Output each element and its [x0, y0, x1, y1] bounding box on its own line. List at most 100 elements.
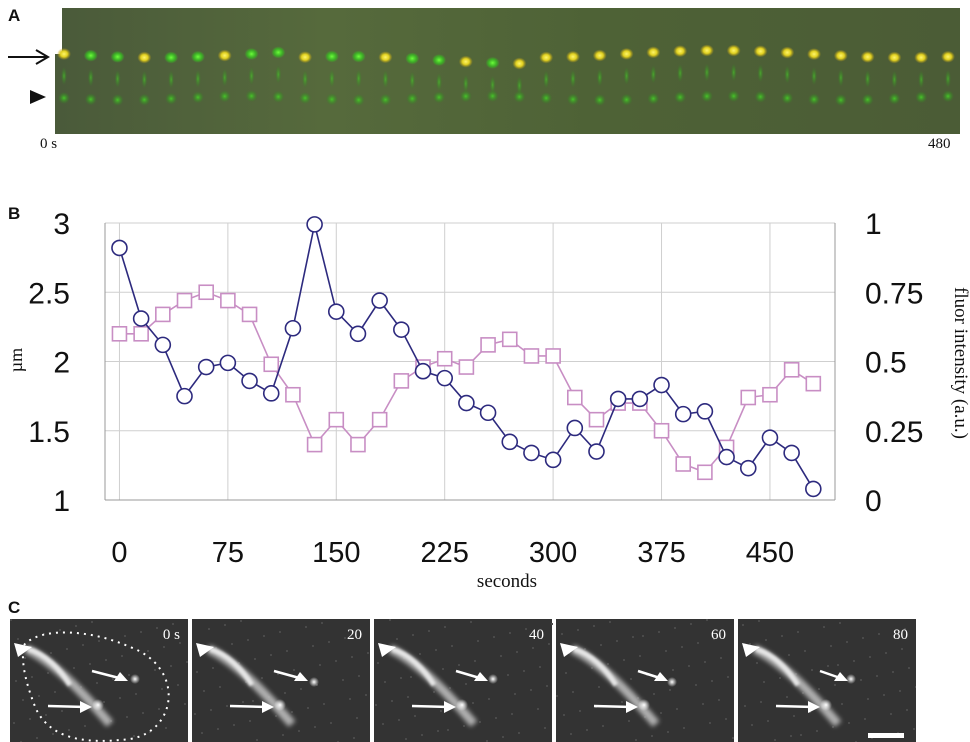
frame-timestamp: 20	[347, 627, 362, 643]
square-point	[220, 292, 236, 309]
circle-point	[674, 405, 692, 423]
kymograph-top-spot	[351, 50, 366, 63]
kymograph-streak	[703, 63, 710, 82]
kymograph-bottom-spot	[834, 93, 847, 106]
square-point	[653, 422, 670, 439]
square-point	[306, 436, 323, 453]
kymograph-top-spot	[244, 47, 259, 60]
kymograph-top-spot	[512, 57, 527, 70]
x-tick-label: 375	[637, 537, 685, 569]
kymograph-streak	[61, 67, 67, 85]
circle-point	[262, 385, 280, 402]
kymograph-streak	[489, 75, 496, 94]
kymograph-bottom-spot	[379, 93, 392, 106]
arrow-icon	[229, 704, 269, 709]
circle-point	[111, 239, 128, 257]
square-point	[198, 284, 214, 301]
x-tick-label: 75	[212, 537, 244, 569]
circle-point	[761, 429, 779, 446]
panel-c-letter: C	[8, 598, 21, 617]
kymograph-streak	[328, 69, 335, 88]
kymograph-bottom-spot	[915, 91, 928, 104]
kymograph-bottom-spot	[245, 90, 258, 103]
y-left-tick-label: 1.5	[28, 416, 70, 449]
kymograph-bottom-spot	[218, 90, 231, 103]
x-tick-label: 225	[421, 537, 469, 569]
square-point	[263, 356, 280, 373]
square-point	[436, 350, 453, 367]
kymograph-streak	[730, 63, 737, 82]
circle-point	[739, 459, 757, 477]
square-point	[675, 456, 692, 472]
square-point	[480, 337, 496, 353]
panel-a-letter: A	[8, 6, 21, 25]
kymograph-top-spot	[405, 52, 420, 65]
kymograph-streak	[302, 70, 309, 89]
circle-point	[219, 354, 237, 372]
circle-point	[566, 419, 584, 437]
kymograph-bottom-spot	[674, 91, 687, 104]
kymograph-top-spot	[619, 47, 634, 60]
square-series-line	[119, 291, 814, 474]
kymograph-bottom-spot	[84, 93, 97, 106]
circle-point	[479, 404, 497, 422]
circle-point	[609, 390, 627, 408]
kymograph-streak	[409, 71, 416, 90]
circle-point	[436, 369, 454, 387]
circle-point	[132, 310, 150, 327]
micrograph-frame: 20	[192, 619, 370, 742]
y-right-tick-label: 1	[865, 208, 882, 241]
circle-point	[371, 292, 388, 309]
circle-point	[154, 336, 172, 354]
kymograph-top-spot	[833, 49, 848, 62]
kymograph-streak	[811, 67, 818, 86]
square-point	[176, 292, 193, 309]
kymograph-bottom-spot	[593, 93, 606, 106]
kymograph-top-spot	[699, 44, 714, 57]
square-point	[697, 464, 713, 481]
frame-timestamp: 40	[529, 627, 544, 643]
kymograph-streak	[918, 70, 925, 89]
kymograph-bottom-spot	[700, 90, 713, 103]
square-point	[545, 348, 561, 364]
kymograph-time-end: 480	[928, 136, 951, 152]
kymograph-bottom-spot	[513, 90, 526, 103]
kymograph-streak	[757, 64, 764, 83]
kymograph-streak	[141, 70, 148, 89]
square-point	[111, 326, 128, 342]
kymograph-top-spot	[941, 50, 955, 63]
kymograph-top-spot	[753, 45, 768, 58]
x-axis-label: seconds	[477, 571, 537, 590]
circle-point	[327, 303, 345, 320]
kymograph-bottom-spot	[647, 92, 660, 105]
circle-point	[349, 325, 367, 343]
kymograph-streak	[248, 66, 255, 85]
kymograph-time-start: 0 s	[40, 136, 58, 152]
kymograph-streak	[114, 69, 121, 88]
square-point	[762, 386, 778, 403]
square-point	[740, 389, 757, 406]
kymograph-top-spot	[807, 48, 822, 61]
kymograph-top-spot	[271, 46, 286, 59]
line-chart: 0 75 150 225 300 375 450 1 1.5 2 2.5 3 0 0.25 0.5 0.75 1…	[6, 208, 970, 590]
square-point	[285, 386, 301, 403]
kymograph-top-spot	[646, 46, 661, 59]
kymograph-streak	[837, 68, 844, 87]
kymograph-top-spot	[137, 51, 152, 64]
kymograph-top-spot	[539, 51, 554, 64]
kymograph-streak	[596, 68, 603, 87]
kymograph-streak	[221, 68, 228, 87]
kymograph-streak	[945, 69, 951, 88]
kymograph-top-spot	[164, 51, 179, 64]
circle-point	[241, 372, 258, 390]
kymograph-streak	[677, 64, 684, 83]
square-point	[133, 326, 149, 342]
kymograph-streak	[784, 65, 791, 84]
circle-point	[306, 216, 323, 233]
kymograph-bottom-spot	[888, 92, 901, 105]
kymograph-bottom-spot	[165, 92, 178, 105]
square-point	[783, 362, 800, 378]
kymograph-top-spot	[217, 49, 232, 62]
circle-point	[284, 319, 302, 337]
arrow-icon	[47, 704, 87, 709]
